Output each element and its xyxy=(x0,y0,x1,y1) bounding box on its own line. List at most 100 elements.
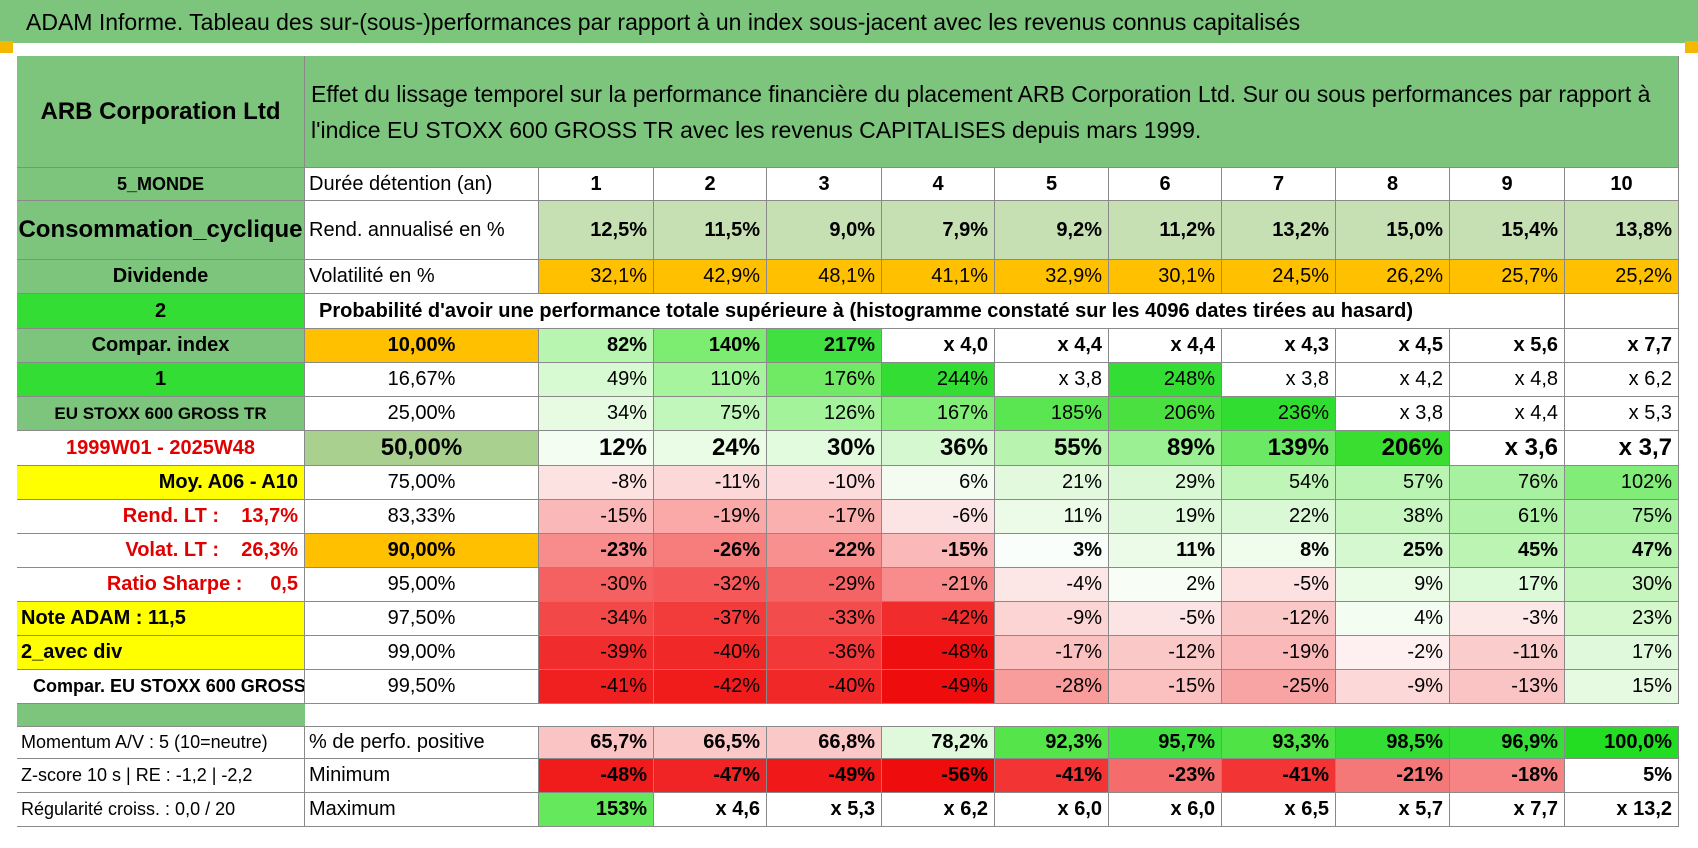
sheet-corner-marker xyxy=(1685,41,1698,53)
rend-cell: 9,2% xyxy=(995,201,1109,260)
rend-cell: 13,8% xyxy=(1565,201,1679,260)
sector-label: Consommation_cyclique xyxy=(17,201,305,260)
probability-cell: 3% xyxy=(995,534,1109,568)
probability-cell: 167% xyxy=(882,397,995,431)
probability-cell: 4% xyxy=(1336,602,1450,636)
probability-cell: 110% xyxy=(654,363,767,397)
summary-label: % de perfo. positive xyxy=(305,726,539,759)
probability-cell: 36% xyxy=(882,431,995,466)
vol-cell: 32,1% xyxy=(539,260,654,294)
summary-cell: x 6,0 xyxy=(995,793,1109,827)
summary-cell: 100,0% xyxy=(1565,726,1679,759)
probability-cell: 15% xyxy=(1565,670,1679,704)
percentile-cell: 83,33% xyxy=(305,500,539,534)
vol-cell: 26,2% xyxy=(1336,260,1450,294)
probability-cell: x 5,3 xyxy=(1565,397,1679,431)
probability-cell: -34% xyxy=(539,602,654,636)
probability-cell: 206% xyxy=(1109,397,1222,431)
compar-index-label: Compar. index xyxy=(17,329,305,363)
probability-cell: 248% xyxy=(1109,363,1222,397)
percentile-cell: 75,00% xyxy=(305,466,539,500)
probability-cell: -39% xyxy=(539,636,654,670)
probability-cell: x 6,2 xyxy=(1565,363,1679,397)
probability-cell: x 4,5 xyxy=(1336,329,1450,363)
probability-cell: -42% xyxy=(654,670,767,704)
percentile-cell: 99,50% xyxy=(305,670,539,704)
summary-cell: 66,5% xyxy=(654,726,767,759)
year-header: 9 xyxy=(1450,168,1565,201)
rend-cell: 15,4% xyxy=(1450,201,1565,260)
probability-cell: 29% xyxy=(1109,466,1222,500)
year-header: 5 xyxy=(995,168,1109,201)
probability-cell: 34% xyxy=(539,397,654,431)
probability-cell: -9% xyxy=(995,602,1109,636)
probability-cell: 23% xyxy=(1565,602,1679,636)
probability-cell: -19% xyxy=(1222,636,1336,670)
percentile-cell: 16,67% xyxy=(305,363,539,397)
probability-cell: -17% xyxy=(995,636,1109,670)
probability-cell: 126% xyxy=(767,397,882,431)
vol-label: Volatilité en % xyxy=(305,260,539,294)
percentile-cell: 50,00% xyxy=(305,431,539,466)
selector-2[interactable]: 2 xyxy=(17,294,305,329)
probability-cell: 75% xyxy=(654,397,767,431)
summary-cell: -48% xyxy=(539,759,654,793)
rend-cell: 7,9% xyxy=(882,201,995,260)
vol-cell: 24,5% xyxy=(1222,260,1336,294)
summary-cell: x 6,2 xyxy=(882,793,995,827)
volat-lt-label: Volat. LT : 26,3% xyxy=(17,534,305,568)
probability-cell: x 4,8 xyxy=(1450,363,1565,397)
selector-1[interactable]: 1 xyxy=(17,363,305,397)
probability-cell: -41% xyxy=(539,670,654,704)
rend-cell: 11,2% xyxy=(1109,201,1222,260)
probability-cell: x 4,0 xyxy=(882,329,995,363)
vol-cell: 41,1% xyxy=(882,260,995,294)
probability-cell: 30% xyxy=(767,431,882,466)
probability-cell: 30% xyxy=(1565,568,1679,602)
probability-cell: -42% xyxy=(882,602,995,636)
probability-cell: 17% xyxy=(1565,636,1679,670)
year-header: 6 xyxy=(1109,168,1222,201)
probability-cell: -5% xyxy=(1109,602,1222,636)
description: Effet du lissage temporel sur la perform… xyxy=(305,56,1679,168)
vol-cell: 32,9% xyxy=(995,260,1109,294)
year-header: 4 xyxy=(882,168,995,201)
probability-cell: 139% xyxy=(1222,431,1336,466)
period-label: 1999W01 - 2025W48 xyxy=(17,431,305,466)
probability-cell: 9% xyxy=(1336,568,1450,602)
probability-cell: -28% xyxy=(995,670,1109,704)
rend-cell: 9,0% xyxy=(767,201,882,260)
rend-cell: 12,5% xyxy=(539,201,654,260)
report-banner: ADAM Informe. Tableau des sur-(sous-)per… xyxy=(0,0,1698,43)
summary-cell: -41% xyxy=(1222,759,1336,793)
vol-cell: 48,1% xyxy=(767,260,882,294)
probability-cell: -23% xyxy=(539,534,654,568)
probability-cell: x 7,7 xyxy=(1565,329,1679,363)
probability-cell: 140% xyxy=(654,329,767,363)
summary-cell: 93,3% xyxy=(1222,726,1336,759)
probability-cell: x 4,4 xyxy=(995,329,1109,363)
probability-cell: x 5,6 xyxy=(1450,329,1565,363)
probability-cell: 206% xyxy=(1336,431,1450,466)
probability-cell: x 3,6 xyxy=(1450,431,1565,466)
summary-cell: -56% xyxy=(882,759,995,793)
summary-cell: -49% xyxy=(767,759,882,793)
probability-cell: 236% xyxy=(1222,397,1336,431)
summary-cell: 65,7% xyxy=(539,726,654,759)
probability-cell: -40% xyxy=(654,636,767,670)
percentile-cell: 97,50% xyxy=(305,602,539,636)
year-header: 1 xyxy=(539,168,654,201)
probability-cell: 11% xyxy=(1109,534,1222,568)
summary-cell: -47% xyxy=(654,759,767,793)
probability-cell: 47% xyxy=(1565,534,1679,568)
probability-cell: -33% xyxy=(767,602,882,636)
probability-cell: -11% xyxy=(1450,636,1565,670)
summary-label: Minimum xyxy=(305,759,539,793)
probability-cell: -5% xyxy=(1222,568,1336,602)
probability-cell: -13% xyxy=(1450,670,1565,704)
probability-cell: 82% xyxy=(539,329,654,363)
probability-cell: -29% xyxy=(767,568,882,602)
probability-cell: -6% xyxy=(882,500,995,534)
momentum-label: Momentum A/V : 5 (10=neutre) xyxy=(17,726,305,759)
probability-cell: x 3,8 xyxy=(1336,397,1450,431)
